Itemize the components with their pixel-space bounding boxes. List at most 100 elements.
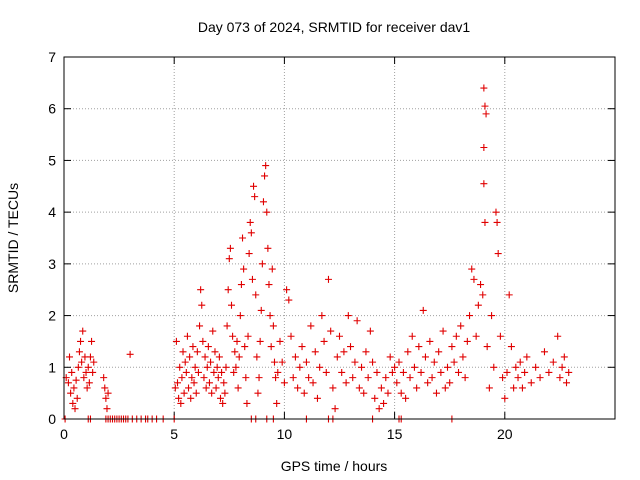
data-point xyxy=(178,374,186,382)
data-point xyxy=(540,348,548,356)
data-point xyxy=(493,218,501,226)
data-point xyxy=(320,337,328,345)
data-point xyxy=(180,389,188,397)
data-point xyxy=(313,394,321,402)
data-point xyxy=(355,384,363,392)
data-point xyxy=(126,350,134,358)
data-point xyxy=(393,379,401,387)
data-point xyxy=(85,379,93,387)
data-point xyxy=(237,281,245,289)
data-point xyxy=(424,379,432,387)
data-point xyxy=(563,379,571,387)
data-point xyxy=(209,327,217,335)
data-point xyxy=(174,379,182,387)
data-point xyxy=(503,368,511,376)
data-point xyxy=(468,265,476,273)
data-point xyxy=(201,353,209,361)
data-point xyxy=(64,379,72,387)
data-point xyxy=(300,389,308,397)
data-point xyxy=(283,286,291,294)
data-point xyxy=(255,374,263,382)
data-point xyxy=(250,182,258,190)
data-point xyxy=(333,353,341,361)
data-point xyxy=(225,255,233,263)
data-point xyxy=(450,358,458,366)
data-point xyxy=(203,363,211,371)
data-point xyxy=(268,265,276,273)
data-point xyxy=(410,363,418,371)
data-point xyxy=(73,394,81,402)
data-point xyxy=(287,332,295,340)
data-point xyxy=(220,379,228,387)
data-point xyxy=(448,343,456,351)
y-tick-label: 7 xyxy=(48,49,56,65)
data-point xyxy=(229,332,237,340)
data-point xyxy=(455,368,463,376)
data-point xyxy=(452,332,460,340)
data-point xyxy=(265,281,273,289)
data-point xyxy=(480,144,488,151)
data-point xyxy=(536,374,544,382)
data-point xyxy=(474,301,482,309)
data-point xyxy=(186,353,194,361)
x-tick-label: 10 xyxy=(277,426,293,442)
data-point xyxy=(499,374,507,382)
data-point xyxy=(200,374,208,382)
data-point xyxy=(496,332,504,340)
data-point xyxy=(179,348,187,356)
data-point xyxy=(482,110,490,118)
data-point xyxy=(395,358,403,366)
data-point xyxy=(235,353,243,361)
data-point xyxy=(285,296,293,304)
data-point xyxy=(480,84,488,92)
data-point xyxy=(415,343,423,351)
data-point xyxy=(399,368,407,376)
data-point xyxy=(516,358,524,366)
data-point xyxy=(318,312,326,320)
data-point xyxy=(82,368,90,376)
data-point xyxy=(477,281,485,289)
data-point xyxy=(236,312,244,320)
y-tick-label: 4 xyxy=(48,204,56,220)
data-point xyxy=(565,368,573,376)
data-point xyxy=(472,332,480,340)
data-point xyxy=(202,384,210,392)
data-point xyxy=(549,358,557,366)
data-point xyxy=(103,405,111,413)
data-point xyxy=(70,384,78,392)
data-point xyxy=(185,384,193,392)
data-point xyxy=(358,363,366,371)
x-tick-label: 15 xyxy=(387,426,403,442)
data-point xyxy=(273,399,281,407)
data-point xyxy=(327,327,335,335)
data-point xyxy=(338,368,346,376)
data-point xyxy=(421,353,429,361)
data-point xyxy=(240,265,248,273)
data-point xyxy=(302,358,310,366)
data-point xyxy=(187,394,195,402)
data-point xyxy=(84,363,92,371)
data-point xyxy=(426,337,434,345)
data-point xyxy=(230,368,238,376)
data-point xyxy=(408,332,416,340)
data-point xyxy=(494,250,502,258)
data-point xyxy=(77,337,85,345)
data-point xyxy=(176,363,184,371)
data-point xyxy=(461,374,469,382)
data-point xyxy=(86,353,94,361)
data-point xyxy=(233,337,241,345)
y-tick-label: 1 xyxy=(48,359,56,375)
plot-frame xyxy=(63,56,616,420)
data-point xyxy=(514,374,522,382)
y-axis-label: SRMTID / TECUs xyxy=(5,183,21,293)
data-point xyxy=(244,332,252,340)
data-point xyxy=(183,332,191,340)
data-point xyxy=(256,337,264,345)
data-point xyxy=(242,374,250,382)
data-point xyxy=(241,343,249,351)
data-point xyxy=(193,348,201,356)
data-point xyxy=(360,389,368,397)
data-point xyxy=(527,379,535,387)
data-point xyxy=(470,275,478,283)
data-point xyxy=(262,162,270,170)
